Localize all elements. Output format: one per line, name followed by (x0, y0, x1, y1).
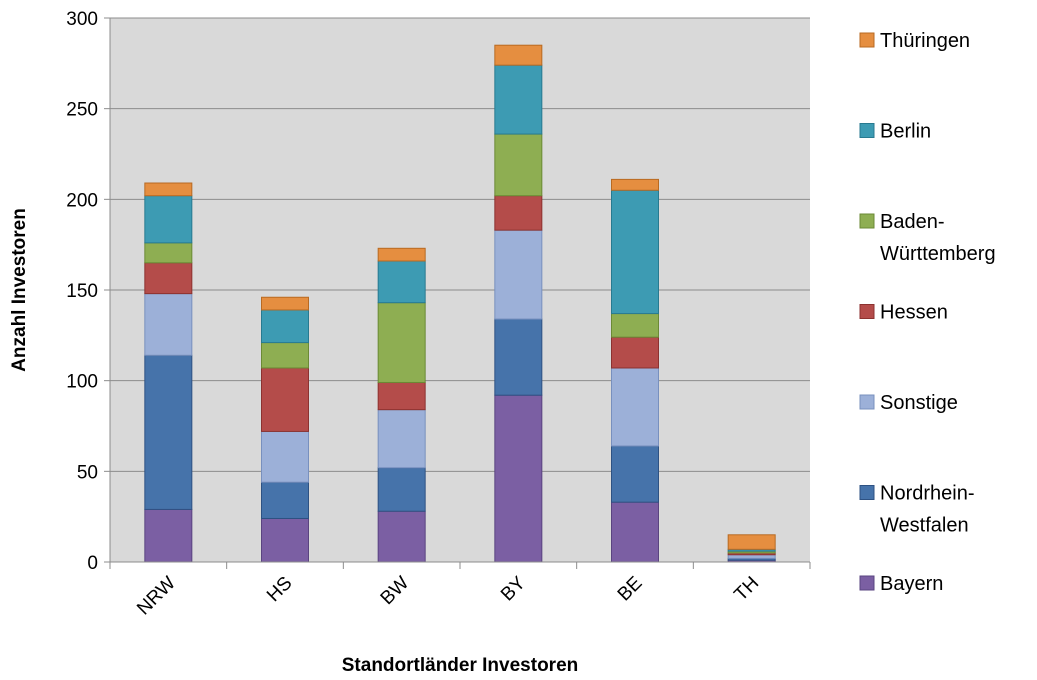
y-tick-label: 300 (66, 9, 98, 30)
bar-segment (611, 367, 659, 447)
bars (144, 44, 776, 563)
bar-segment (261, 342, 309, 369)
legend-swatch (859, 485, 875, 500)
bar-segment (494, 229, 543, 320)
legend-swatch (859, 394, 875, 410)
x-tick-label: HS (263, 573, 297, 607)
bar-segment (144, 195, 193, 244)
bar-segment (261, 517, 309, 563)
bar-segment (611, 178, 659, 191)
legend-item: Thüringen (859, 30, 970, 52)
bar-segment (261, 367, 309, 432)
y-tick-label: 100 (66, 372, 98, 393)
bar-segment (377, 381, 426, 411)
bar-segment (377, 409, 426, 469)
bar-segment (377, 302, 426, 383)
bar-segment (377, 247, 426, 262)
legend-item: Sonstige (859, 392, 958, 414)
legend-item: Bayern (859, 573, 943, 595)
bar-segment (611, 313, 659, 338)
y-tick-label: 200 (66, 190, 98, 211)
bar-segment (494, 195, 543, 231)
legend: Thüringen Berlin Baden- Württemberg Hessen So… (859, 30, 996, 595)
bar-segment (144, 262, 193, 295)
legend-label: Nordrhein- (880, 483, 974, 505)
y-tick-labels: 0 50 100 150 200 250 300 (66, 9, 98, 574)
bar-segment (494, 318, 543, 396)
bar-segment (727, 554, 776, 559)
legend-label: Hessen (880, 302, 948, 324)
legend-label: Thüringen (880, 30, 970, 52)
legend-label: Berlin (880, 121, 931, 143)
bar-segment (144, 182, 193, 197)
bar-segment (144, 508, 193, 563)
bar-segment (611, 336, 659, 369)
bar-segment (144, 354, 193, 510)
legend-swatch (859, 32, 875, 48)
legend-swatch (859, 213, 875, 229)
legend-label: Sonstige (880, 392, 958, 414)
axes (109, 18, 811, 569)
bar-segment (261, 309, 309, 344)
bar-segment (377, 510, 426, 563)
y-tick-label: 0 (87, 553, 98, 574)
bar-segment (261, 430, 309, 483)
bar-segment (494, 133, 543, 197)
legend-swatch (859, 304, 875, 319)
legend-swatch (859, 123, 875, 138)
x-tick-label: NRW (133, 573, 180, 620)
bar-segment (144, 293, 193, 356)
legend-item: Baden- Württemberg (859, 211, 996, 265)
x-tick-label: BY (497, 572, 530, 605)
y-tick-label: 50 (77, 462, 98, 483)
legend-item: Nordrhein- Westfalen (859, 483, 974, 537)
bar-segment (611, 445, 659, 503)
legend-item: Hessen (859, 302, 948, 324)
bar-segment (377, 260, 426, 304)
legend-label: Baden- (880, 211, 945, 233)
bar-segment (611, 501, 659, 563)
legend-swatch (859, 575, 875, 591)
legend-label: Württemberg (880, 243, 996, 265)
y-axis-title: Anzahl Investoren (9, 208, 30, 372)
x-tick-label: BW (377, 573, 414, 610)
x-tick-labels: NRW HS BW BY BE TH (133, 572, 763, 619)
bar-segment (261, 296, 309, 311)
legend-item: Berlin (859, 121, 931, 143)
legend-label: Westfalen (880, 515, 969, 537)
y-tick-label: 250 (66, 100, 98, 121)
bar-segment (494, 394, 543, 563)
x-tick-label: TH (730, 573, 763, 606)
x-axis-title: Standortländer Investoren (342, 655, 579, 676)
x-tick-label: BE (614, 573, 647, 606)
bar-segment (494, 44, 543, 66)
legend-label: Bayern (880, 573, 943, 595)
bar-segment (377, 467, 426, 512)
bar-segment (727, 534, 776, 550)
bar-segment (261, 481, 309, 519)
bar-segment (611, 189, 659, 315)
bar-segment (494, 64, 543, 135)
y-tick-label: 150 (66, 281, 98, 302)
bar-segment (144, 242, 193, 264)
